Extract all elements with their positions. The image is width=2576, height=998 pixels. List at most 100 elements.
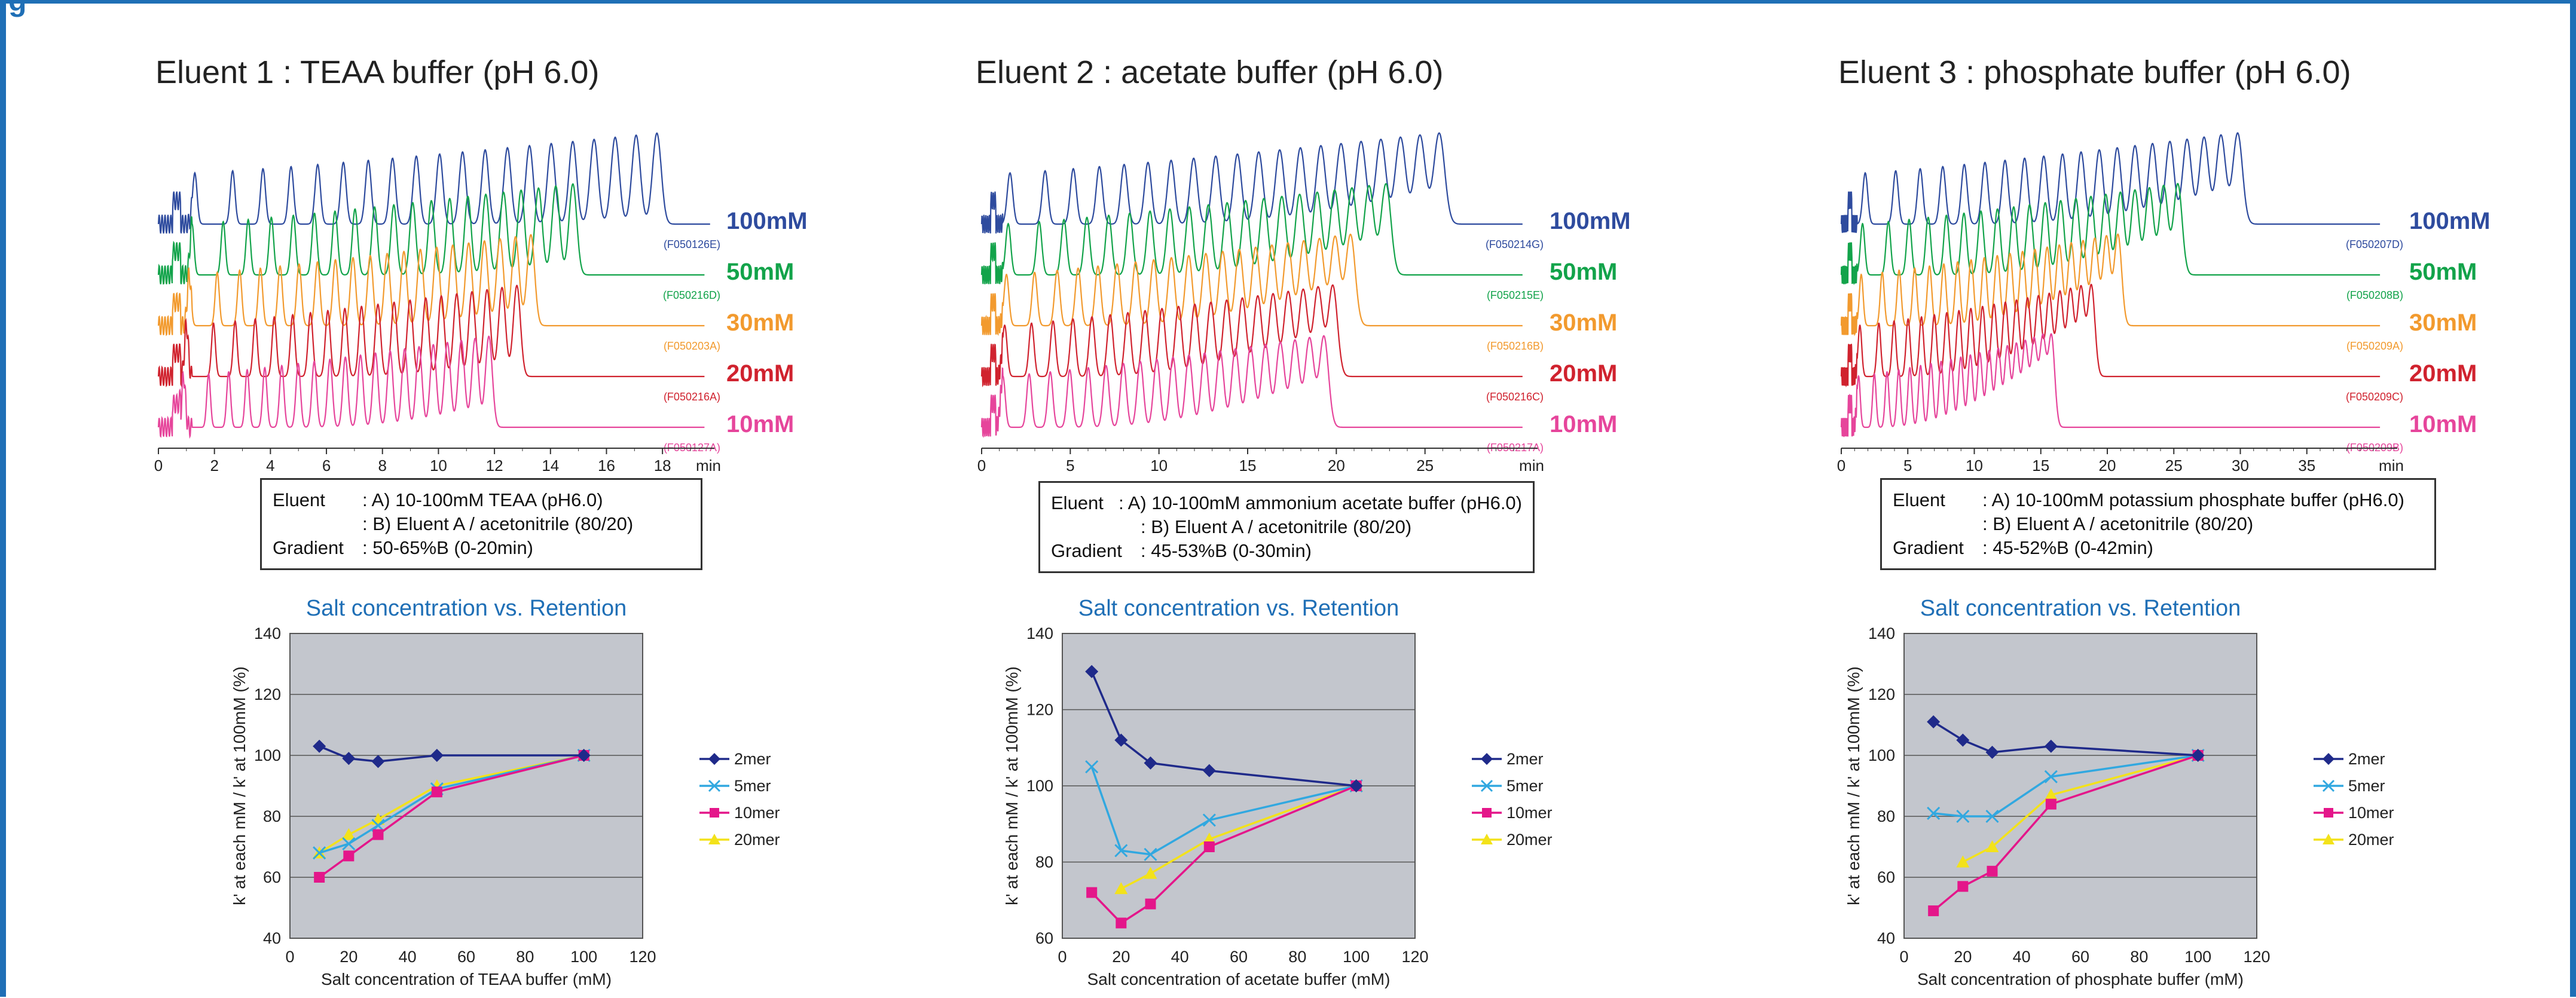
chromatogram-x-tick: 0 [1837, 457, 1845, 472]
data-point-10mer [1116, 917, 1127, 929]
chromatogram-x-tick: 10 [430, 457, 447, 472]
legend-item: 10mer [1472, 804, 1553, 822]
y-tick: 60 [263, 868, 281, 886]
data-point-2mer [1349, 779, 1363, 792]
panel-eluent-1: Eluent 1 : TEAA buffer (pH 6.0) 100mM (F05… [152, 0, 1011, 997]
trace-code: (F050207D) [2346, 238, 2403, 250]
data-point-2mer [1085, 665, 1099, 678]
data-point-5mer [1985, 809, 1999, 823]
data-point-20mer [1956, 855, 1970, 868]
eluent-a: : A) 10-100mM ammonium acetate buffer (p… [1119, 492, 1522, 513]
data-point-2mer [1956, 733, 1970, 747]
trace-label: 10mM [726, 411, 794, 437]
x-tick: 20 [1112, 948, 1130, 966]
svg-text:20mer: 20mer [734, 831, 780, 849]
retention-chart: Salt concentration vs. Retention 40 60 80 10… [230, 596, 780, 988]
legend-item: 10mer [699, 804, 780, 822]
chromatogram-trace-100mM [157, 132, 710, 234]
y-tick: 100 [254, 746, 281, 764]
y-tick: 140 [1868, 624, 1895, 642]
x-tick: 0 [1058, 948, 1067, 966]
data-point-2mer [371, 755, 385, 769]
data-point-20mer [1144, 867, 1157, 879]
retention-chart: Salt concentration vs. Retention 40 60 80 10… [1844, 596, 2394, 988]
panel-title: Eluent 1 : TEAA buffer (pH 6.0) [155, 54, 600, 90]
eluent-b: : B) Eluent A / acetonitrile (80/20) [362, 513, 634, 534]
legend-item: 5mer [2314, 777, 2385, 795]
y-tick: 40 [263, 929, 281, 947]
chromatogram-x-unit: min [2379, 457, 2404, 472]
data-point-10mer [1987, 865, 1998, 877]
data-point-5mer [313, 846, 326, 860]
y-tick: 60 [1035, 929, 1053, 947]
trace-label: 100mM [2409, 208, 2491, 234]
data-point-2mer [1144, 756, 1157, 770]
chromatogram-x-tick: 0 [154, 457, 163, 472]
y-tick: 80 [263, 807, 281, 825]
svg-text:20mer: 20mer [1507, 831, 1553, 849]
data-point-5mer [1114, 844, 1128, 858]
data-point-20mer [342, 828, 356, 840]
legend-item: 2mer [1472, 750, 1544, 768]
chromatogram-x-tick: 2 [210, 457, 218, 472]
data-point-5mer [1956, 809, 1970, 823]
x-tick: 100 [570, 948, 597, 966]
trace-code: (F050216B) [1487, 340, 1544, 352]
chromatogram-trace-50mM [1840, 182, 2381, 286]
data-point-5mer [1144, 847, 1157, 861]
eluent-a: : A) 10-100mM potassium phosphate buffer… [1982, 489, 2404, 510]
chromatogram-trace-20mM [980, 284, 1523, 388]
gradient-label: Gradient [1893, 537, 1964, 558]
data-point-5mer [1927, 806, 1941, 820]
trace-label: 20mM [726, 360, 794, 387]
conditions-box: Eluent: A) 10-100mM TEAA (pH6.0) : B) El… [260, 478, 702, 570]
svg-text:5mer: 5mer [1507, 777, 1544, 795]
trace-code: (F050214G) [1486, 238, 1544, 250]
trace-label: 20mM [1550, 360, 1617, 387]
chromatogram-x-tick: 16 [598, 457, 615, 472]
legend-item: 20mer [1472, 831, 1553, 849]
heading-fragment: g [8, 0, 27, 17]
y-tick: 60 [1877, 868, 1895, 886]
trace-label: 50mM [1550, 259, 1617, 285]
x-axis-label: Salt concentration of TEAA buffer (mM) [321, 970, 612, 988]
x-tick: 80 [516, 948, 534, 966]
data-point-2mer [313, 739, 326, 753]
y-axis-label: k' at each mM / k' at 100mM (%) [1003, 666, 1021, 905]
trace-label: 100mM [726, 208, 808, 234]
chromatogram-x-tick: 35 [2298, 457, 2315, 472]
retention-chart-title: Salt concentration vs. Retention [1920, 596, 2241, 621]
chromatogram-x-tick: 18 [654, 457, 671, 472]
conditions-box: Eluent: A) 10-100mM ammonium acetate buf… [1038, 481, 1535, 573]
data-point-5mer [1085, 760, 1099, 774]
trace-label: 20mM [2409, 360, 2477, 387]
x-tick: 80 [1288, 948, 1306, 966]
x-tick: 60 [2071, 948, 2089, 966]
x-axis-label: Salt concentration of acetate buffer (mM… [1087, 970, 1391, 988]
x-tick: 60 [1230, 948, 1248, 966]
y-tick: 120 [254, 685, 281, 703]
y-tick: 100 [1868, 746, 1895, 764]
data-point-10mer [372, 829, 384, 840]
y-axis-label: k' at each mM / k' at 100mM (%) [1844, 666, 1863, 905]
data-point-2mer [1985, 745, 1999, 759]
trace-label: 50mM [2409, 259, 2477, 285]
x-tick: 120 [629, 948, 656, 966]
trace-code: (F050126E) [664, 238, 720, 250]
legend-item: 20mer [699, 831, 780, 849]
data-point-2mer [2191, 749, 2205, 762]
trace-code: (F050203A) [664, 340, 720, 352]
trace-code: (F050216D) [663, 289, 720, 301]
y-axis-label: k' at each mM / k' at 100mM (%) [230, 666, 249, 905]
data-point-10mer [1203, 841, 1215, 852]
chromatogram: 100mM (F050214G) 50mM (F050215E) 30mM (F05021… [977, 132, 1631, 472]
data-point-10mer [314, 872, 325, 883]
chromatogram-x-tick: 0 [977, 457, 986, 472]
x-tick: 20 [1954, 948, 1972, 966]
gradient-label: Gradient [1051, 540, 1122, 561]
chromatogram-trace-30mM [157, 234, 705, 336]
x-tick: 120 [2243, 948, 2270, 966]
legend-item: 5mer [1472, 777, 1544, 795]
chromatogram-x-tick: 15 [1239, 457, 1257, 472]
chromatogram-x-tick: 5 [1903, 457, 1912, 472]
